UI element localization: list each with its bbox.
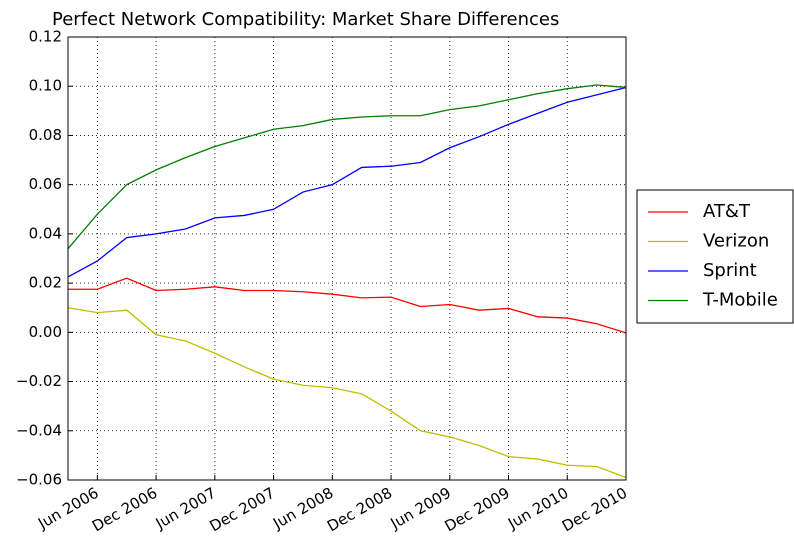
series-line bbox=[67, 307, 627, 479]
x-tick-label: Dec 2007 bbox=[207, 484, 278, 536]
x-tick-label: Dec 2008 bbox=[324, 484, 395, 536]
series-line bbox=[67, 84, 627, 250]
y-tick-label: −0.04 bbox=[16, 421, 62, 439]
y-tick-label: 0.04 bbox=[29, 224, 62, 242]
y-tick-label: −0.02 bbox=[16, 372, 62, 390]
series-line bbox=[68, 277, 627, 334]
y-tick-label: −0.06 bbox=[16, 471, 62, 489]
y-tick-label: 0.06 bbox=[29, 175, 62, 193]
x-tick-label: Dec 2010 bbox=[559, 484, 630, 536]
legend-label: AT&T bbox=[703, 201, 751, 222]
chart-title: Perfect Network Compatibility: Market Sh… bbox=[52, 9, 559, 30]
y-tick-label: 0.08 bbox=[29, 126, 62, 144]
legend-label: Verizon bbox=[703, 231, 769, 252]
x-tick-label: Dec 2009 bbox=[441, 484, 512, 536]
y-tick-label: 0.12 bbox=[29, 28, 62, 46]
series-line bbox=[67, 86, 627, 278]
plot-frame bbox=[67, 36, 627, 481]
y-tick-label: 0.02 bbox=[29, 274, 62, 292]
legend-label: Sprint bbox=[703, 260, 757, 281]
legend-label: T-Mobile bbox=[702, 290, 778, 311]
x-tick-label: Dec 2006 bbox=[89, 484, 160, 536]
y-tick-label: 0.10 bbox=[29, 77, 62, 95]
y-tick-label: 0.00 bbox=[29, 323, 62, 341]
